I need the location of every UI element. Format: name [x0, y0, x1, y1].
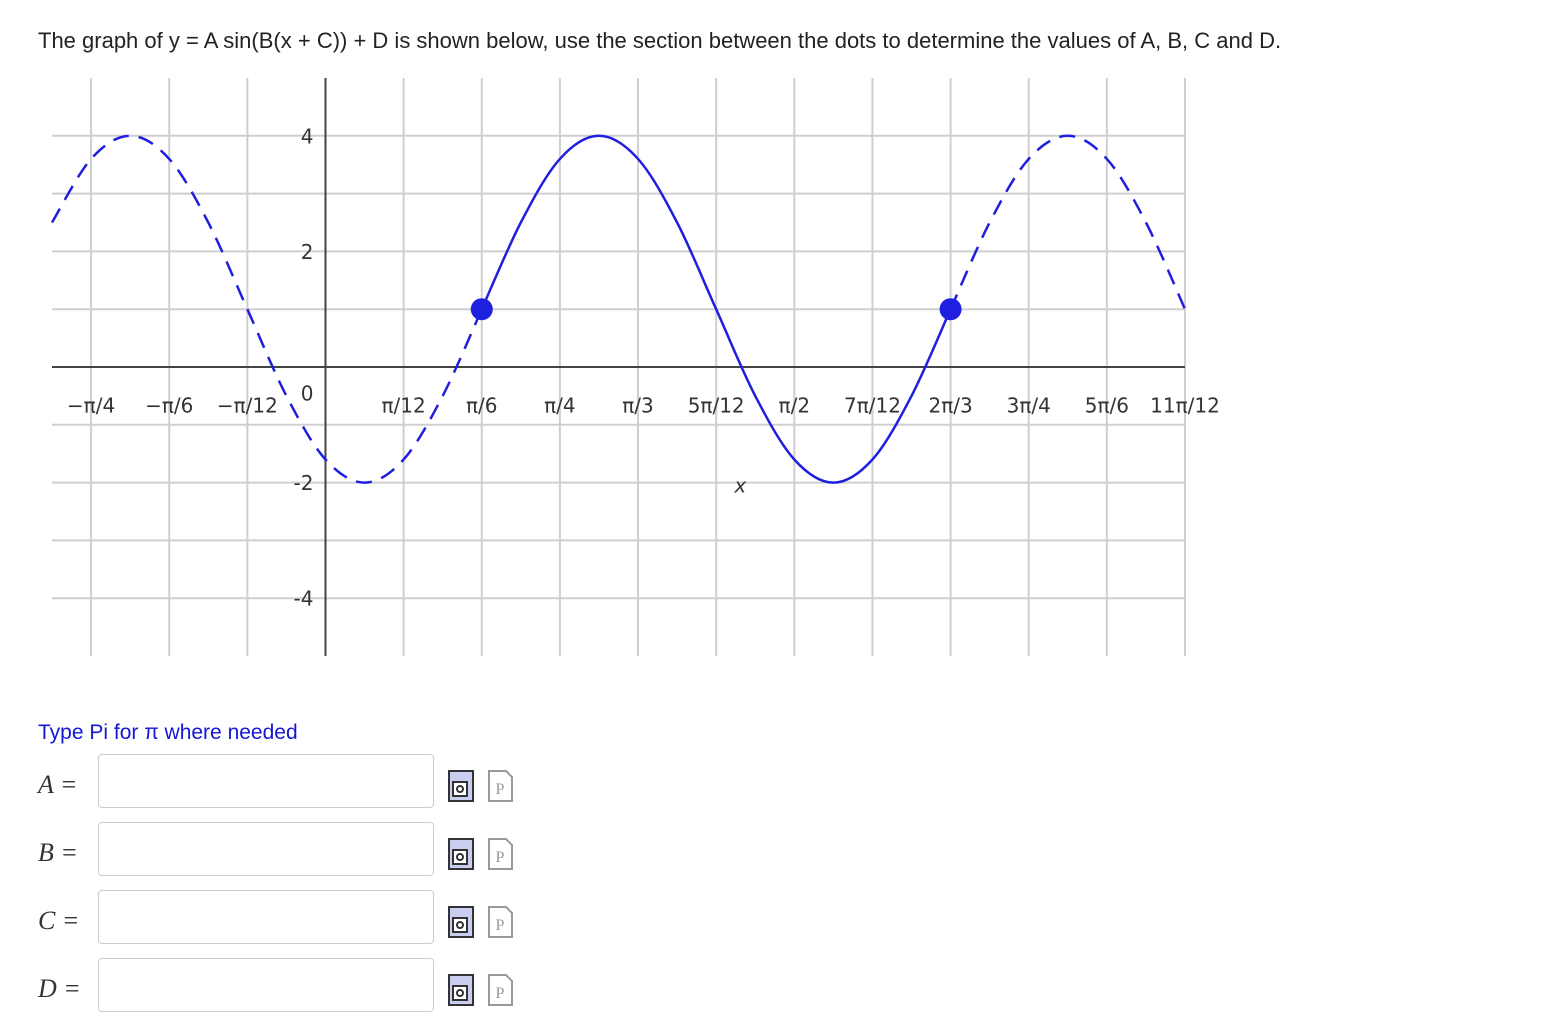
endpoint-dot [939, 298, 962, 321]
x-tick-label: −π/6 [145, 394, 193, 418]
svg-text:P: P [496, 917, 505, 934]
palette-icon[interactable]: P [488, 770, 514, 802]
x-axis-label: x [733, 474, 746, 498]
answer-row: A = P [38, 754, 538, 812]
x-tick-label: 3π/4 [1007, 394, 1051, 418]
answer-row: B = P [38, 822, 538, 880]
instruction: Type Pi for π where needed [38, 721, 298, 744]
x-tick-label: π/4 [544, 394, 576, 418]
x-tick-label: −π/4 [67, 394, 115, 418]
answer-row: D = P [38, 958, 538, 1016]
question: The graph of y = A sin(B(x + C)) + D is … [38, 28, 1282, 53]
answer-input[interactable] [98, 890, 434, 944]
palette-icon[interactable]: P [488, 838, 514, 870]
palette-icon[interactable]: P [488, 974, 514, 1006]
y-tick-label: -4 [294, 587, 314, 611]
answer-input[interactable] [98, 754, 434, 808]
endpoint-dot [470, 298, 493, 321]
x-tick-label: 5π/12 [688, 394, 745, 418]
field-label: D = [38, 974, 81, 1003]
x-tick-label: 5π/6 [1085, 394, 1129, 418]
preview-icon[interactable] [448, 906, 474, 938]
y-tick-label: 0 [301, 382, 314, 406]
answer-row: C = P [38, 890, 538, 948]
svg-text:P: P [496, 985, 505, 1002]
x-tick-label: π/6 [466, 394, 498, 418]
field-label: B = [38, 838, 78, 867]
y-tick-label: -2 [294, 471, 314, 495]
palette-icon[interactable]: P [488, 906, 514, 938]
x-tick-label: π/2 [779, 394, 811, 418]
field-label: A = [38, 770, 78, 799]
dashed-curve [949, 134, 1187, 310]
y-tick-label: 2 [301, 240, 314, 264]
preview-icon[interactable] [448, 974, 474, 1006]
preview-icon[interactable] [448, 770, 474, 802]
preview-icon[interactable] [448, 838, 474, 870]
x-tick-label: −π/12 [217, 394, 278, 418]
x-tick-label: 11π/12 [1150, 394, 1220, 418]
x-tick-label: π/3 [622, 394, 654, 418]
field-label: C = [38, 906, 80, 935]
x-tick-label: π/12 [382, 394, 426, 418]
y-tick-label: 4 [301, 124, 314, 148]
answer-input[interactable] [98, 958, 434, 1012]
x-tick-label: 2π/3 [928, 394, 972, 418]
svg-text:P: P [496, 849, 505, 866]
x-tick-label: 7π/12 [844, 394, 901, 418]
svg-text:P: P [496, 781, 505, 798]
chart: −π/4 −π/6 −π/12 π/12 π/6 π/4 π/3 5π/12 π/2 7π/12 2… [50, 78, 1220, 656]
solid-curve [480, 134, 952, 484]
answer-input[interactable] [98, 822, 434, 876]
